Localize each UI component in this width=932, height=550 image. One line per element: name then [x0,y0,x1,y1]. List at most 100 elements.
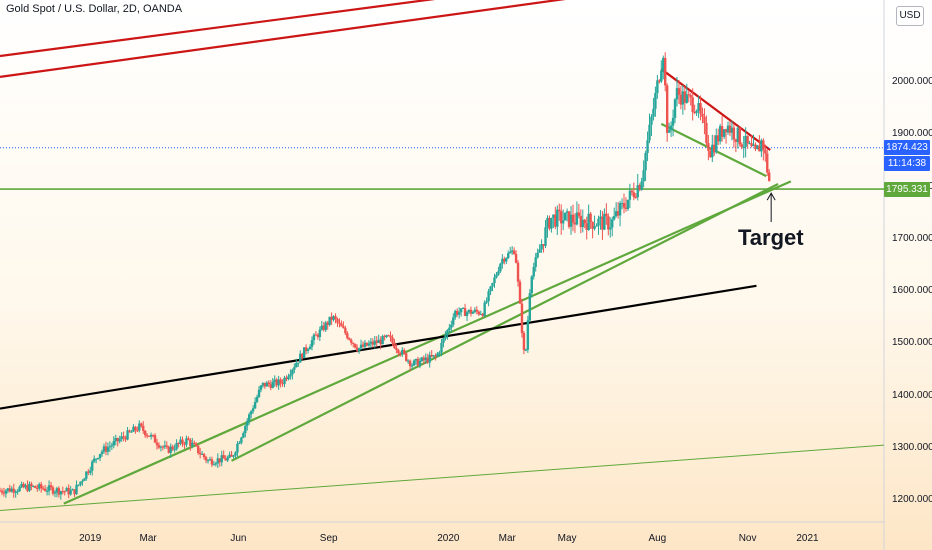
candle-body-303 [593,226,596,229]
candle-body-271 [530,276,533,294]
time-tick-label: Mar [139,533,157,544]
candle-body-254 [497,271,500,275]
candle-body-139 [271,381,274,388]
target-arrow-head [766,192,776,201]
candle-body-276 [540,244,543,250]
candle-body-371 [726,125,730,133]
candle-body-47 [91,461,94,471]
candle-body-14 [26,485,29,491]
candle-body-90 [175,442,178,450]
candle-body-384 [752,144,755,147]
candle-body-356 [697,103,700,111]
candle-body-348 [681,91,685,105]
candle-body-115 [224,458,227,461]
candle-body-42 [81,480,84,482]
candle-body-44 [85,471,88,479]
candle-body-261 [510,250,514,252]
candle-body-85 [165,445,168,447]
candle-body-321 [628,190,632,200]
candle-body-277 [542,244,545,246]
candle-body-252 [493,277,496,284]
candle-body-282 [552,214,555,218]
candle-body-87 [169,446,172,453]
candle-body-273 [534,257,537,267]
candle-body-243 [475,309,479,312]
candle-body-216 [422,357,426,361]
candle-body-173 [338,322,341,324]
candle-body-320 [626,199,630,209]
candle-body-104 [202,453,206,458]
candle-body-264 [516,262,520,282]
candle-body-114 [222,455,225,459]
candle-body-373 [730,127,734,133]
candle-body-0 [0,490,2,492]
candle-body-191 [373,340,376,345]
candle-body-258 [505,258,508,262]
candle-body-315 [616,211,620,216]
candle-body-233 [456,310,459,315]
candle-body-119 [232,455,235,457]
candle-body-207 [404,353,408,361]
candle-body-317 [620,202,624,204]
candle-body-185 [361,344,365,347]
candle-body-222 [434,355,437,357]
candle-body-165 [322,325,325,330]
candle-body-177 [346,333,349,339]
price-tick-label: 1600.000 [892,285,932,297]
candle-body-369 [722,129,726,137]
candle-body-242 [473,309,477,313]
candle-body-251 [491,283,494,287]
candle-body-138 [269,384,272,388]
candle-body-28 [53,492,57,494]
candle-body-367 [718,126,722,142]
candle-body-360 [705,123,708,144]
candle-body-83 [161,446,165,448]
candle-body-103 [200,453,204,455]
candle-body-17 [32,486,35,488]
candle-body-125 [244,425,247,434]
candle-body-45 [87,471,90,473]
candle-body-134 [261,382,265,386]
candle-body-65 [126,430,129,440]
candle-body-381 [746,135,749,144]
candle-body-203 [397,349,400,354]
candle-body-307 [601,216,604,230]
candle-body-71 [138,423,141,431]
candle-body-105 [204,457,208,461]
candle-body-208 [406,360,410,362]
candle-body-97 [189,440,192,446]
candle-body-180 [352,342,355,344]
candle-body-74 [144,430,147,436]
currency-button[interactable]: USD [896,6,924,26]
candle-body-92 [179,439,182,444]
candle-body-268 [524,349,528,351]
candle-body-281 [550,217,553,229]
candle-body-187 [365,342,369,346]
candle-body-158 [308,346,312,350]
candle-body-150 [293,367,296,370]
candle-body-137 [267,382,271,385]
candle-body-58 [112,441,116,446]
candle-body-310 [607,216,610,230]
candle-body-25 [47,485,51,491]
candle-body-86 [167,446,170,453]
level-price-tag: 1795.331 [884,182,930,198]
price-tick-label: 1300.000 [892,441,932,453]
candle-body-388 [760,140,763,152]
candle-body-93 [181,439,184,444]
candle-body-61 [118,439,121,442]
candle-body-33 [63,491,66,493]
candle-body-345 [675,88,679,100]
candle-body-131 [255,396,259,402]
candle-body-5 [8,488,12,492]
candle-body-39 [75,484,78,495]
candle-body-140 [273,379,276,382]
candle-body-259 [507,253,510,259]
time-tick-label: 2019 [79,533,102,544]
candle-body-300 [587,213,590,231]
candle-body-220 [430,354,433,357]
candle-body-9 [16,491,19,493]
candle-body-195 [381,336,384,345]
candle-body-385 [754,144,757,150]
